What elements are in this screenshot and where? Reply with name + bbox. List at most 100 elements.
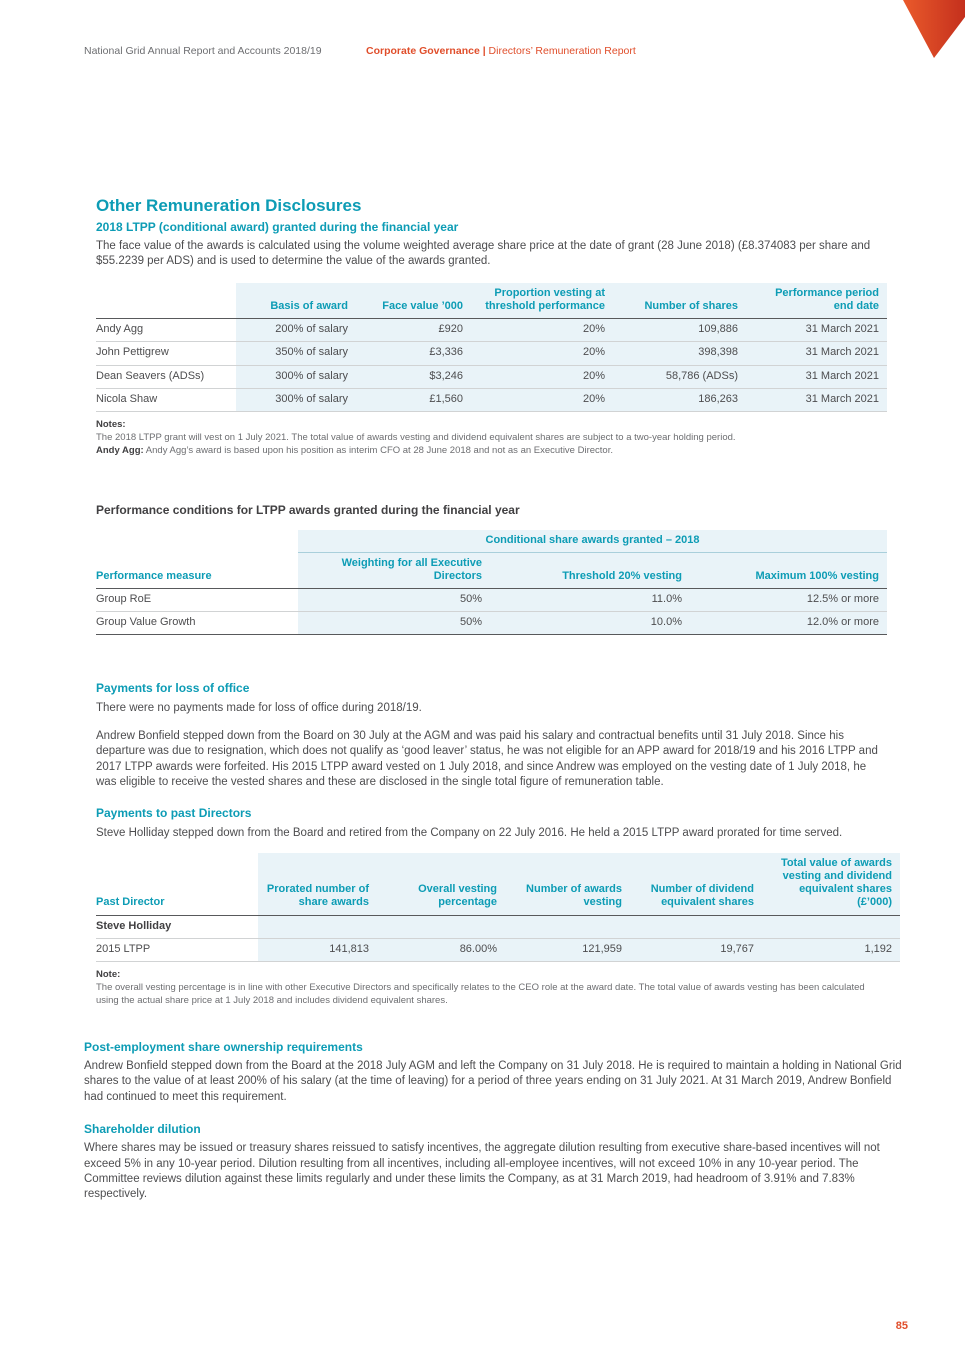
table-cell: 20% [471, 388, 613, 412]
loss-of-office-para-1: There were no payments made for loss of … [96, 702, 422, 715]
column-header: Total value of awards vesting and divide… [762, 852, 900, 916]
column-header: Basis of award [236, 282, 356, 320]
performance-conditions-table: Conditional share awards granted – 2018 … [96, 530, 887, 636]
page-title: Other Remuneration Disclosures [96, 196, 362, 215]
table-row: Group RoE 50% 11.0% 12.5% or more [96, 588, 887, 613]
ltpp-grant-intro: The face value of the awards is calculat… [96, 240, 871, 268]
table-cell: $3,246 [356, 365, 471, 389]
table-cell: 50% [298, 611, 490, 636]
table-cell: 398,398 [613, 341, 746, 366]
table-cell: 12.0% or more [690, 611, 887, 636]
past-directors-heading: Payments to past Directors [96, 806, 252, 821]
table-cell: 31 March 2021 [746, 318, 887, 343]
table-cell: 19,767 [630, 938, 762, 962]
loss-of-office-heading: Payments for loss of office [96, 681, 250, 696]
table-cell: 31 March 2021 [746, 341, 887, 366]
table-row: Andy Agg 200% of salary £920 20% 109,886… [96, 318, 887, 343]
empty-header-cell [96, 282, 236, 320]
breadcrumb-section: Corporate Governance | [366, 45, 486, 57]
director-name-cell: Steve Holliday [96, 915, 258, 939]
table-cell: 10.0% [490, 611, 690, 636]
table-row: 2015 LTPP 141,813 86.00% 121,959 19,767 … [96, 938, 900, 962]
table-cell: 121,959 [505, 938, 630, 962]
column-header: Performance period end date [746, 282, 887, 320]
column-header: Performance measure [96, 552, 298, 589]
table-cell [762, 915, 900, 939]
table-cell: Nicola Shaw [96, 388, 236, 412]
table-row: Group Value Growth 50% 10.0% 12.0% or mo… [96, 611, 887, 636]
table-cell: Andy Agg [96, 318, 236, 343]
table-cell: 300% of salary [236, 388, 356, 412]
page-header: National Grid Annual Report and Accounts… [84, 45, 905, 57]
past-directors-note: Note: The overall vesting percentage is … [96, 969, 887, 1007]
breadcrumb: Corporate Governance | Directors’ Remune… [366, 45, 636, 57]
post-employment-para: Andrew Bonfield stepped down from the Bo… [84, 1060, 902, 1103]
note-lead: Andy Agg: [96, 444, 144, 456]
group-header-row: Conditional share awards granted – 2018 [96, 530, 887, 553]
column-header: Face value ’000 [356, 282, 471, 320]
note-body: Andy Agg’s award is based upon his posit… [143, 444, 613, 456]
past-directors-intro: Steve Holliday stepped down from the Boa… [96, 827, 843, 840]
table-cell [630, 915, 762, 939]
shareholder-dilution-para: Where shares may be issued or treasury s… [84, 1142, 880, 1201]
corner-flag-icon [903, 0, 965, 58]
note-text: The 2018 LTPP grant will vest on 1 July … [96, 431, 736, 443]
table-cell: £1,560 [356, 388, 471, 412]
table-cell: 50% [298, 588, 490, 613]
table-cell: 11.0% [490, 588, 690, 613]
table-cell: 109,886 [613, 318, 746, 343]
past-directors-table: Past Director Prorated number of share a… [96, 852, 900, 962]
table-cell: 300% of salary [236, 365, 356, 389]
ltpp-awards-table: Basis of award Face value ’000 Proportio… [96, 282, 887, 412]
page-number: 85 [895, 1320, 908, 1332]
note-text: The overall vesting percentage is in lin… [96, 981, 865, 1006]
table-cell: Dean Seavers (ADSs) [96, 365, 236, 389]
column-header: Number of awards vesting [505, 852, 630, 916]
column-header: Prorated number of share awards [258, 852, 377, 916]
table-cell [505, 915, 630, 939]
shareholder-dilution-heading: Shareholder dilution [84, 1122, 201, 1137]
table-cell: 20% [471, 341, 613, 366]
table-cell [258, 915, 377, 939]
table-cell: 1,192 [762, 938, 900, 962]
table-row: John Pettigrew 350% of salary £3,336 20%… [96, 341, 887, 366]
performance-conditions-heading: Performance conditions for LTPP awards g… [96, 503, 520, 518]
post-employment-heading: Post-employment share ownership requirem… [84, 1040, 363, 1054]
column-header: Number of dividend equivalent shares [630, 852, 762, 916]
ltpp-grant-heading: 2018 LTPP (conditional award) granted du… [96, 220, 459, 234]
secondary-content: Post-employment share ownership requirem… [84, 1040, 906, 1203]
column-header: Weighting for all Executive Directors [298, 552, 490, 589]
table-cell: £920 [356, 318, 471, 343]
column-header: Number of shares [613, 282, 746, 320]
table-cell: £3,336 [356, 341, 471, 366]
table-cell: 186,263 [613, 388, 746, 412]
loss-of-office-para-2: Andrew Bonfield stepped down from the Bo… [96, 729, 878, 788]
table-row: Nicola Shaw 300% of salary £1,560 20% 18… [96, 388, 887, 412]
group-row: Steve Holliday [96, 915, 900, 939]
ltpp-notes: Notes: The 2018 LTPP grant will vest on … [96, 419, 887, 457]
table-cell: 2015 LTPP [96, 938, 258, 962]
table-cell: 86.00% [377, 938, 505, 962]
table-header-row: Past Director Prorated number of share a… [96, 852, 900, 916]
column-header: Proportion vesting at threshold performa… [471, 282, 613, 320]
note-text: Andy Agg: Andy Agg’s award is based upon… [96, 445, 887, 458]
table-cell: 58,786 (ADSs) [613, 365, 746, 389]
table-row: Dean Seavers (ADSs) 300% of salary $3,24… [96, 365, 887, 389]
table-cell: 200% of salary [236, 318, 356, 343]
report-title: National Grid Annual Report and Accounts… [84, 45, 322, 57]
column-header: Past Director [96, 852, 258, 916]
table-cell: John Pettigrew [96, 341, 236, 366]
table-cell: Group Value Growth [96, 611, 298, 636]
table-header-row: Performance measure Weighting for all Ex… [96, 552, 887, 589]
table-cell: 141,813 [258, 938, 377, 962]
table-cell [377, 915, 505, 939]
table-cell: 12.5% or more [690, 588, 887, 613]
main-content: Other Remuneration Disclosures 2018 LTPP… [96, 196, 900, 1007]
table-cell: 350% of salary [236, 341, 356, 366]
column-header: Threshold 20% vesting [490, 552, 690, 589]
column-header: Overall vesting percentage [377, 852, 505, 916]
table-cell: 20% [471, 365, 613, 389]
table-header-row: Basis of award Face value ’000 Proportio… [96, 282, 887, 320]
table-cell: 31 March 2021 [746, 388, 887, 412]
